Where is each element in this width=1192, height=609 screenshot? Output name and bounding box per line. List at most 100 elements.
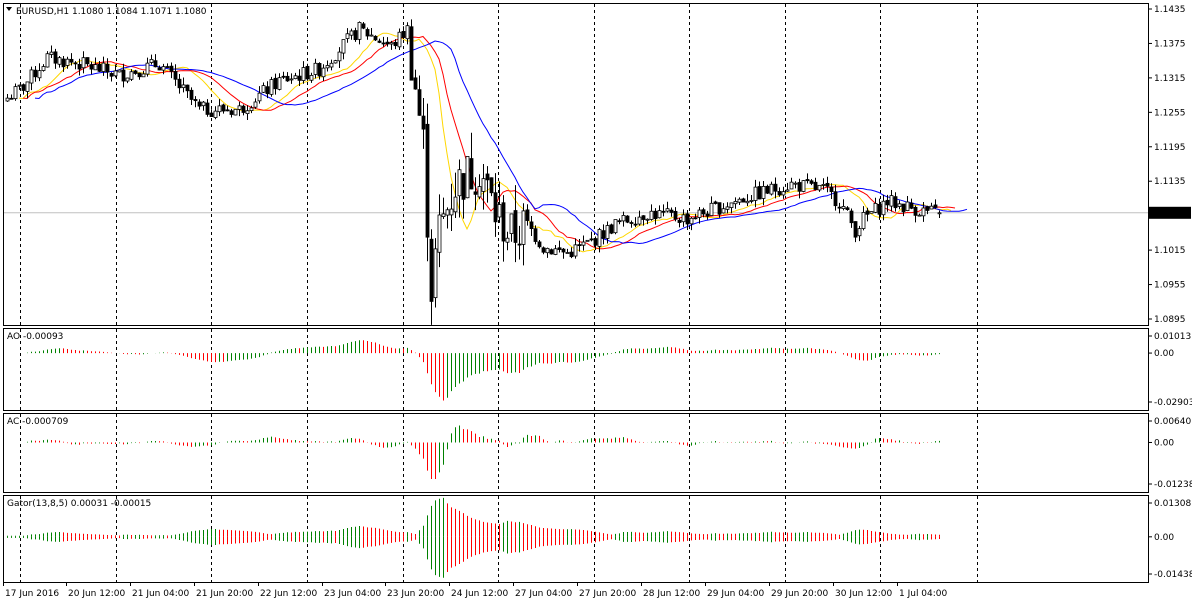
candle-body [741,198,746,203]
pane-frame-main [3,3,1149,326]
candle-body [773,183,778,192]
candle-body [485,173,490,181]
candle-body [249,107,254,111]
y-tick-label: 1.0955 [1154,281,1186,291]
candle-body [369,34,374,37]
candle-body [389,42,394,45]
ac-y-tick-label: 0.00 [1154,438,1174,448]
candle-body [117,69,122,73]
candle-body [225,109,230,112]
candle-body [285,75,290,82]
candle-body [409,26,414,81]
candle-body [905,201,910,212]
y-tick-label: 1.1315 [1154,74,1186,84]
candle-body [201,101,206,107]
candle-body [125,77,130,82]
candle-body [205,102,210,115]
candle-body [909,202,914,209]
candle-body [349,30,354,36]
candle-body [237,105,242,110]
candle-body [149,59,154,63]
candle-body [85,57,90,65]
gator-y-tick-label: 0.01308 [1154,499,1191,509]
candle-body [45,53,50,68]
candle-body [257,92,262,102]
candle-body [301,67,306,81]
candle-body [501,202,506,242]
candle-body [729,202,734,208]
candle-body [721,208,726,214]
candle-body [713,201,718,204]
candle-body [69,58,74,63]
candle-body [837,206,842,209]
candle-body [557,247,562,250]
ao-indicator-label: AO -0.00093 [7,332,63,342]
candle-body [341,39,346,54]
candle-body [241,105,246,113]
candle-body [209,112,214,118]
candle-body [861,212,866,229]
candle-body [625,215,630,223]
candle-body [525,209,530,221]
candle-body [589,238,594,241]
candle-body [577,244,582,247]
candle-body [881,200,886,216]
candle-body [505,237,510,243]
candle-body [853,221,858,238]
candle-body [329,62,334,68]
candle-body [545,247,550,254]
candle-body [73,62,78,65]
y-tick-label: 1.1015 [1154,246,1186,256]
x-tick-label: 22 Jun 12:00 [260,589,317,599]
pane-frame-ao [3,328,1149,411]
candle-body [145,62,150,75]
candle-body [553,248,558,255]
candle-body [737,198,742,203]
candle-body [81,57,86,69]
x-tick-label: 28 Jun 12:00 [643,589,700,599]
candle-body [361,23,366,29]
candle-body [877,203,882,215]
x-tick-label: 20 Jun 12:00 [68,589,125,599]
candle-body [661,210,666,213]
current-price-label: 1.1080 [1154,209,1186,219]
candle-body [885,199,890,206]
candle-body [97,63,102,72]
candle-body [381,42,386,45]
candle-body [701,209,706,215]
candle-body [221,104,226,112]
candle-body [373,35,378,41]
candle-body [245,110,250,115]
candle-body [929,205,934,210]
candle-body [397,31,402,48]
candle-body [573,244,578,257]
candle-body [937,212,942,215]
candle-body [49,51,54,55]
candle-body [913,206,918,216]
candle-body [565,252,570,254]
candle-body [113,70,118,77]
candle-body [641,215,646,220]
candle-body [665,208,670,212]
candle-body [137,72,142,78]
candle-body [521,210,526,245]
candle-body [353,30,358,41]
candle-body [433,248,438,299]
candle-body [281,75,286,78]
candle-body [105,63,110,73]
candle-body [777,191,782,196]
candle-body [581,241,586,246]
gator-y-tick-label: -0.01438 [1154,570,1192,580]
ac-indicator-label: AC -0.000709 [7,417,69,427]
candle-body [401,31,406,38]
candle-body [893,196,898,209]
y-tick-label: 1.1435 [1154,5,1186,15]
candle-body [801,180,806,192]
candle-body [681,214,686,223]
candle-body [769,183,774,195]
candle-body [917,214,922,217]
candle-body [57,57,62,65]
candle-body [385,41,390,45]
